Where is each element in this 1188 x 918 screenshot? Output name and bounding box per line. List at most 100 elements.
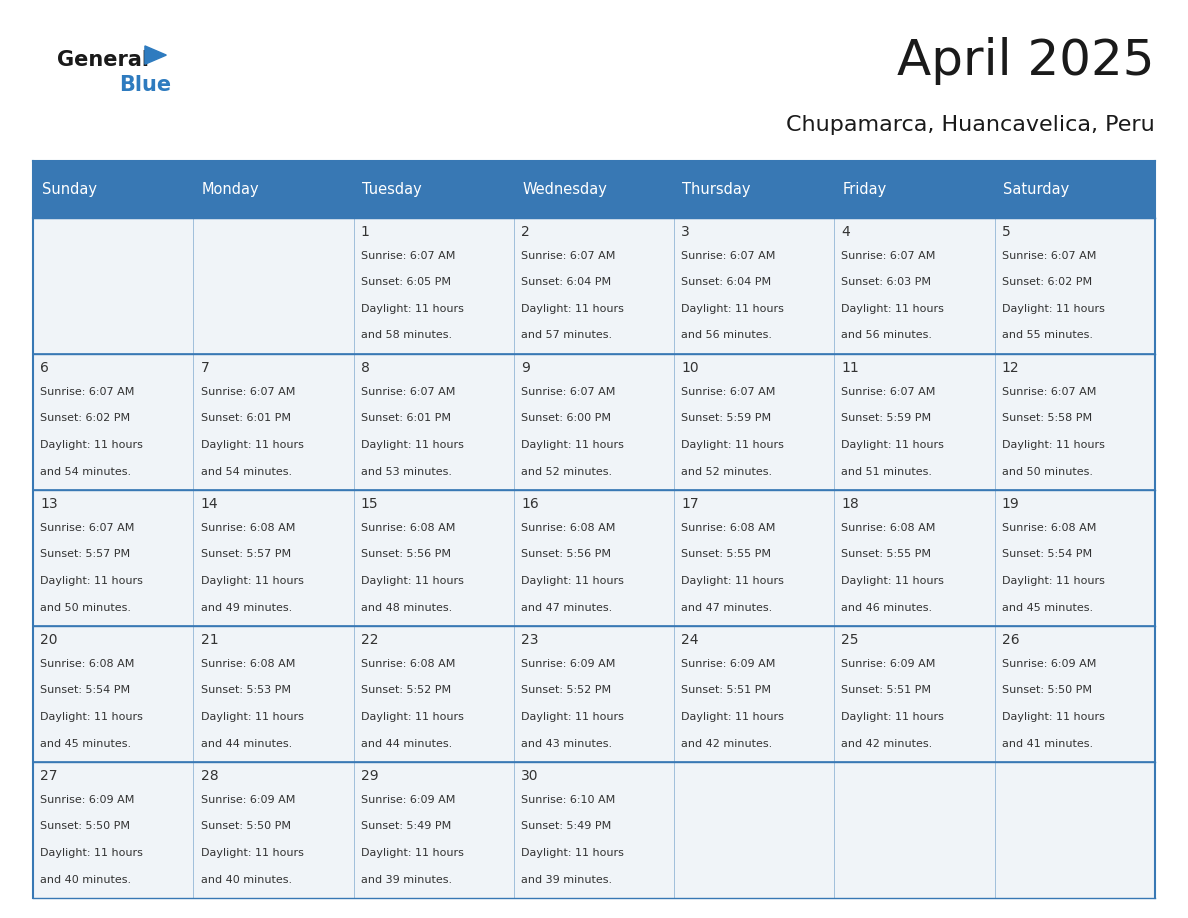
Text: April 2025: April 2025 [897, 37, 1155, 84]
Bar [674, 218, 834, 353]
Text: Sunrise: 6:08 AM: Sunrise: 6:08 AM [361, 522, 455, 532]
Text: 10: 10 [681, 361, 699, 375]
Text: Daylight: 11 hours: Daylight: 11 hours [201, 440, 303, 450]
Bar [514, 489, 674, 626]
Text: and 43 minutes.: and 43 minutes. [522, 739, 612, 748]
Text: and 46 minutes.: and 46 minutes. [841, 602, 933, 612]
Text: and 52 minutes.: and 52 minutes. [522, 466, 612, 476]
Text: Sunrise: 6:09 AM: Sunrise: 6:09 AM [361, 795, 455, 805]
Text: Sunset: 5:55 PM: Sunset: 5:55 PM [841, 549, 931, 559]
Text: General: General [57, 50, 148, 70]
Text: Sunrise: 6:07 AM: Sunrise: 6:07 AM [201, 386, 295, 397]
Text: Sunset: 5:55 PM: Sunset: 5:55 PM [681, 549, 771, 559]
Text: and 42 minutes.: and 42 minutes. [841, 739, 933, 748]
Text: Sunrise: 6:09 AM: Sunrise: 6:09 AM [681, 659, 776, 668]
Text: Daylight: 11 hours: Daylight: 11 hours [681, 304, 784, 314]
Text: and 56 minutes.: and 56 minutes. [841, 330, 933, 341]
Bar [834, 218, 994, 353]
Text: Sunrise: 6:08 AM: Sunrise: 6:08 AM [201, 522, 295, 532]
Text: Daylight: 11 hours: Daylight: 11 hours [1001, 576, 1105, 586]
Text: Sunrise: 6:07 AM: Sunrise: 6:07 AM [1001, 251, 1097, 261]
Text: 19: 19 [1001, 497, 1019, 511]
Text: and 54 minutes.: and 54 minutes. [201, 466, 292, 476]
Text: Sunrise: 6:08 AM: Sunrise: 6:08 AM [40, 659, 134, 668]
Text: Sunset: 5:53 PM: Sunset: 5:53 PM [201, 686, 291, 695]
Text: 12: 12 [1001, 361, 1019, 375]
Bar [674, 762, 834, 898]
Text: Sunrise: 6:08 AM: Sunrise: 6:08 AM [522, 522, 615, 532]
Text: Sunset: 5:57 PM: Sunset: 5:57 PM [201, 549, 291, 559]
Bar [514, 218, 674, 353]
Text: Sunset: 5:51 PM: Sunset: 5:51 PM [681, 686, 771, 695]
Text: Daylight: 11 hours: Daylight: 11 hours [201, 848, 303, 858]
Text: Sunrise: 6:08 AM: Sunrise: 6:08 AM [681, 522, 776, 532]
Text: Sunrise: 6:09 AM: Sunrise: 6:09 AM [201, 795, 295, 805]
Text: 17: 17 [681, 497, 699, 511]
Bar [514, 353, 674, 489]
Text: Sunset: 5:50 PM: Sunset: 5:50 PM [1001, 686, 1092, 695]
Text: Daylight: 11 hours: Daylight: 11 hours [841, 304, 944, 314]
Text: 15: 15 [361, 497, 379, 511]
Text: Sunset: 5:49 PM: Sunset: 5:49 PM [361, 822, 451, 832]
Bar [33, 218, 194, 353]
Text: Sunset: 5:56 PM: Sunset: 5:56 PM [522, 549, 611, 559]
Text: Sunset: 5:58 PM: Sunset: 5:58 PM [1001, 413, 1092, 423]
Text: and 47 minutes.: and 47 minutes. [681, 602, 772, 612]
Text: Sunrise: 6:07 AM: Sunrise: 6:07 AM [40, 522, 134, 532]
Text: Daylight: 11 hours: Daylight: 11 hours [361, 440, 463, 450]
Text: Sunrise: 6:08 AM: Sunrise: 6:08 AM [841, 522, 936, 532]
Text: Sunset: 5:57 PM: Sunset: 5:57 PM [40, 549, 131, 559]
Text: Sunset: 5:49 PM: Sunset: 5:49 PM [522, 822, 612, 832]
Text: Sunrise: 6:07 AM: Sunrise: 6:07 AM [40, 386, 134, 397]
Text: 8: 8 [361, 361, 369, 375]
Bar [994, 762, 1155, 898]
Text: Sunrise: 6:07 AM: Sunrise: 6:07 AM [841, 251, 936, 261]
Text: Sunrise: 6:07 AM: Sunrise: 6:07 AM [522, 251, 615, 261]
Text: Sunset: 5:59 PM: Sunset: 5:59 PM [681, 413, 771, 423]
Text: Daylight: 11 hours: Daylight: 11 hours [361, 712, 463, 722]
Bar [33, 489, 194, 626]
Text: Daylight: 11 hours: Daylight: 11 hours [841, 576, 944, 586]
Text: and 57 minutes.: and 57 minutes. [522, 330, 612, 341]
Text: and 50 minutes.: and 50 minutes. [40, 602, 132, 612]
Text: 20: 20 [40, 633, 58, 647]
Text: 9: 9 [522, 361, 530, 375]
Text: Daylight: 11 hours: Daylight: 11 hours [522, 848, 624, 858]
Text: Sunset: 6:05 PM: Sunset: 6:05 PM [361, 277, 450, 287]
Text: Sunrise: 6:10 AM: Sunrise: 6:10 AM [522, 795, 615, 805]
Text: Sunrise: 6:07 AM: Sunrise: 6:07 AM [361, 251, 455, 261]
Bar [354, 161, 514, 218]
Text: Daylight: 11 hours: Daylight: 11 hours [40, 712, 144, 722]
Text: and 39 minutes.: and 39 minutes. [522, 875, 612, 885]
Text: Tuesday: Tuesday [362, 182, 422, 196]
Text: Daylight: 11 hours: Daylight: 11 hours [361, 304, 463, 314]
Text: Sunset: 6:00 PM: Sunset: 6:00 PM [522, 413, 611, 423]
Text: 22: 22 [361, 633, 378, 647]
Text: Sunset: 6:01 PM: Sunset: 6:01 PM [201, 413, 291, 423]
Bar [674, 353, 834, 489]
Bar [354, 762, 514, 898]
Text: Thursday: Thursday [682, 182, 751, 196]
Text: 24: 24 [681, 633, 699, 647]
Bar [194, 353, 354, 489]
Bar [194, 762, 354, 898]
Text: Daylight: 11 hours: Daylight: 11 hours [361, 576, 463, 586]
Text: and 53 minutes.: and 53 minutes. [361, 466, 451, 476]
Bar [834, 626, 994, 762]
Text: Sunset: 5:56 PM: Sunset: 5:56 PM [361, 549, 450, 559]
Text: 29: 29 [361, 769, 379, 783]
Text: 3: 3 [681, 225, 690, 239]
Text: Daylight: 11 hours: Daylight: 11 hours [1001, 304, 1105, 314]
Text: Sunset: 5:51 PM: Sunset: 5:51 PM [841, 686, 931, 695]
Text: Daylight: 11 hours: Daylight: 11 hours [522, 440, 624, 450]
Text: Sunrise: 6:08 AM: Sunrise: 6:08 AM [201, 659, 295, 668]
Text: Daylight: 11 hours: Daylight: 11 hours [841, 712, 944, 722]
Text: Sunset: 6:02 PM: Sunset: 6:02 PM [1001, 277, 1092, 287]
Text: 4: 4 [841, 225, 851, 239]
Text: 2: 2 [522, 225, 530, 239]
Text: and 55 minutes.: and 55 minutes. [1001, 330, 1093, 341]
Bar [994, 218, 1155, 353]
Text: 21: 21 [201, 633, 219, 647]
Bar [834, 161, 994, 218]
Text: and 58 minutes.: and 58 minutes. [361, 330, 451, 341]
